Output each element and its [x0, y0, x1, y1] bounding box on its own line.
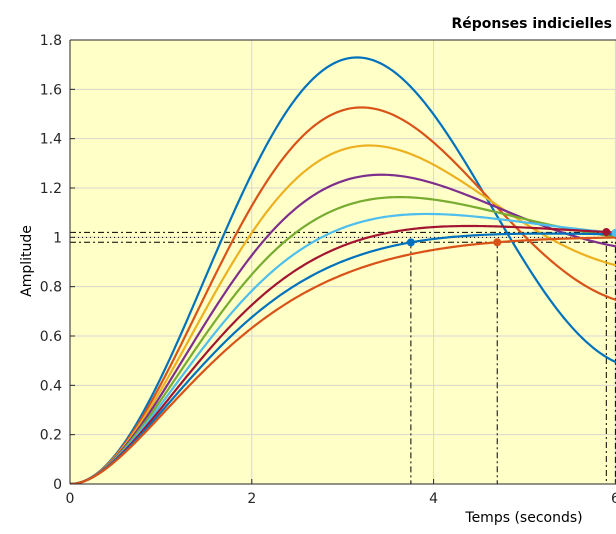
x-tick-label: 0	[66, 491, 75, 507]
settling-time-point	[406, 238, 415, 247]
settling-time-point	[611, 228, 616, 237]
y-tick-label: 0.4	[40, 378, 62, 394]
y-tick-label: 0.8	[40, 280, 62, 296]
response-curve	[70, 56, 616, 484]
settling-time-point	[602, 228, 611, 237]
x-tick-label: 6	[611, 491, 616, 507]
y-tick-label: 1.6	[40, 82, 62, 98]
plot-area	[70, 56, 616, 484]
x-tick-label: 4	[429, 491, 438, 507]
settling-time-point	[493, 238, 502, 247]
response-curve	[70, 144, 616, 484]
y-tick-label: 0.2	[40, 428, 62, 444]
y-tick-label: 0	[53, 477, 62, 493]
response-curve	[70, 173, 616, 484]
x-tick-label: 2	[247, 491, 256, 507]
response-curve	[70, 236, 616, 484]
y-tick-label: 1.4	[40, 132, 62, 148]
y-tick-label: 1.2	[40, 181, 62, 197]
response-curve	[70, 106, 616, 484]
x-axis-label: Temps (seconds)	[464, 510, 582, 526]
chart-title: Réponses indicielles	[451, 16, 612, 32]
y-tick-label: 0.6	[40, 329, 62, 345]
y-axis-label: Amplitude	[19, 225, 35, 297]
y-tick-label: 1	[53, 230, 62, 246]
y-tick-label: 1.8	[40, 33, 62, 49]
